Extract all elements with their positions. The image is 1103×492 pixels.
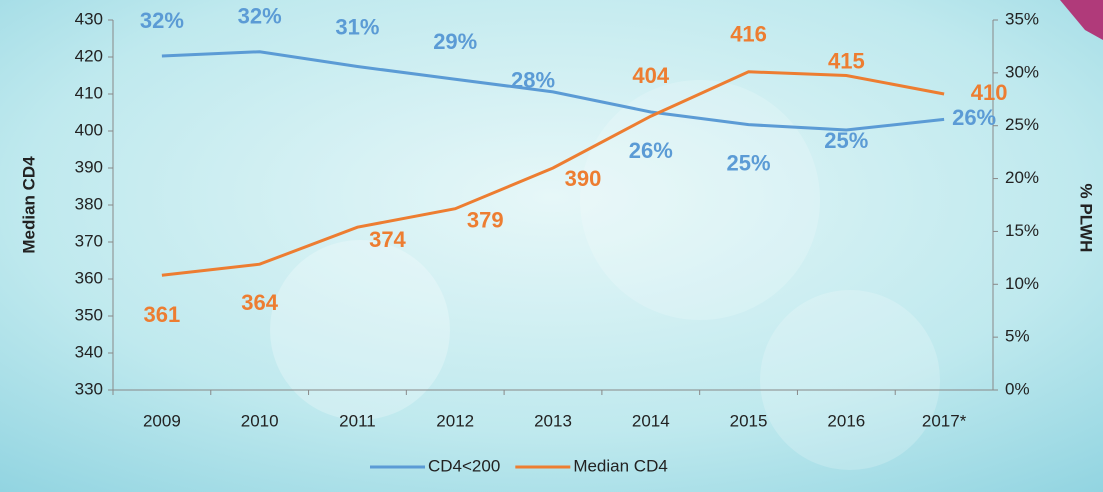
data-label: 361 (144, 302, 181, 327)
data-label: 26% (952, 105, 996, 130)
data-label: 379 (467, 208, 504, 233)
line-series (161, 50, 945, 132)
data-label: 415 (828, 48, 865, 73)
data-label: 26% (629, 138, 673, 163)
y2-tick-label: 20% (1005, 168, 1039, 187)
x-tick-label: 2009 (143, 411, 181, 430)
data-label: 410 (971, 80, 1008, 105)
legend-label: CD4<200 (428, 456, 500, 475)
y-tick-label: 370 (75, 231, 103, 250)
x-tick-label: 2012 (436, 411, 474, 430)
data-label: 390 (565, 166, 602, 191)
y2-tick-label: 25% (1005, 115, 1039, 134)
x-tick-label: 2013 (534, 411, 572, 430)
y-tick-label: 350 (75, 305, 103, 324)
data-label: 25% (727, 150, 771, 175)
x-tick-label: 2011 (339, 411, 376, 430)
line-series (161, 70, 945, 277)
x-tick-label: 2014 (632, 411, 670, 430)
y-tick-label: 390 (75, 157, 103, 176)
y2-tick-label: 35% (1005, 9, 1039, 28)
y2-tick-label: 0% (1005, 379, 1030, 398)
data-label: 374 (369, 227, 406, 252)
decoration (1060, 0, 1103, 40)
y-tick-label: 380 (75, 194, 103, 213)
x-tick-label: 2016 (827, 411, 865, 430)
data-label: 404 (632, 63, 669, 88)
data-label: 29% (433, 29, 477, 54)
x-tick-label: 2010 (241, 411, 279, 430)
y2-tick-label: 5% (1005, 327, 1030, 346)
y2-tick-label: 10% (1005, 274, 1039, 293)
y-tick-label: 410 (75, 83, 103, 102)
data-label: 32% (238, 4, 282, 29)
data-label: 32% (140, 8, 184, 33)
data-label: 31% (335, 14, 379, 39)
x-tick-label: 2017* (922, 411, 967, 430)
bokeh (760, 290, 940, 470)
y-tick-label: 340 (75, 342, 103, 361)
y-axis-label: Median CD4 (19, 156, 38, 254)
legend-label: Median CD4 (573, 456, 668, 475)
y-tick-label: 430 (75, 9, 103, 28)
y-tick-label: 360 (75, 268, 103, 287)
data-label: 28% (511, 68, 555, 93)
x-tick-label: 2015 (730, 411, 768, 430)
y-tick-label: 400 (75, 120, 103, 139)
y2-tick-label: 15% (1005, 221, 1039, 240)
y-tick-label: 420 (75, 46, 103, 65)
bokeh (270, 240, 450, 420)
y-tick-label: 330 (75, 379, 103, 398)
y2-axis-label: % PLWH (1077, 184, 1096, 253)
data-label: 416 (730, 22, 767, 47)
data-label: 25% (824, 128, 868, 153)
bokeh (580, 80, 820, 320)
data-label: 364 (241, 290, 278, 315)
y2-tick-label: 30% (1005, 62, 1039, 81)
